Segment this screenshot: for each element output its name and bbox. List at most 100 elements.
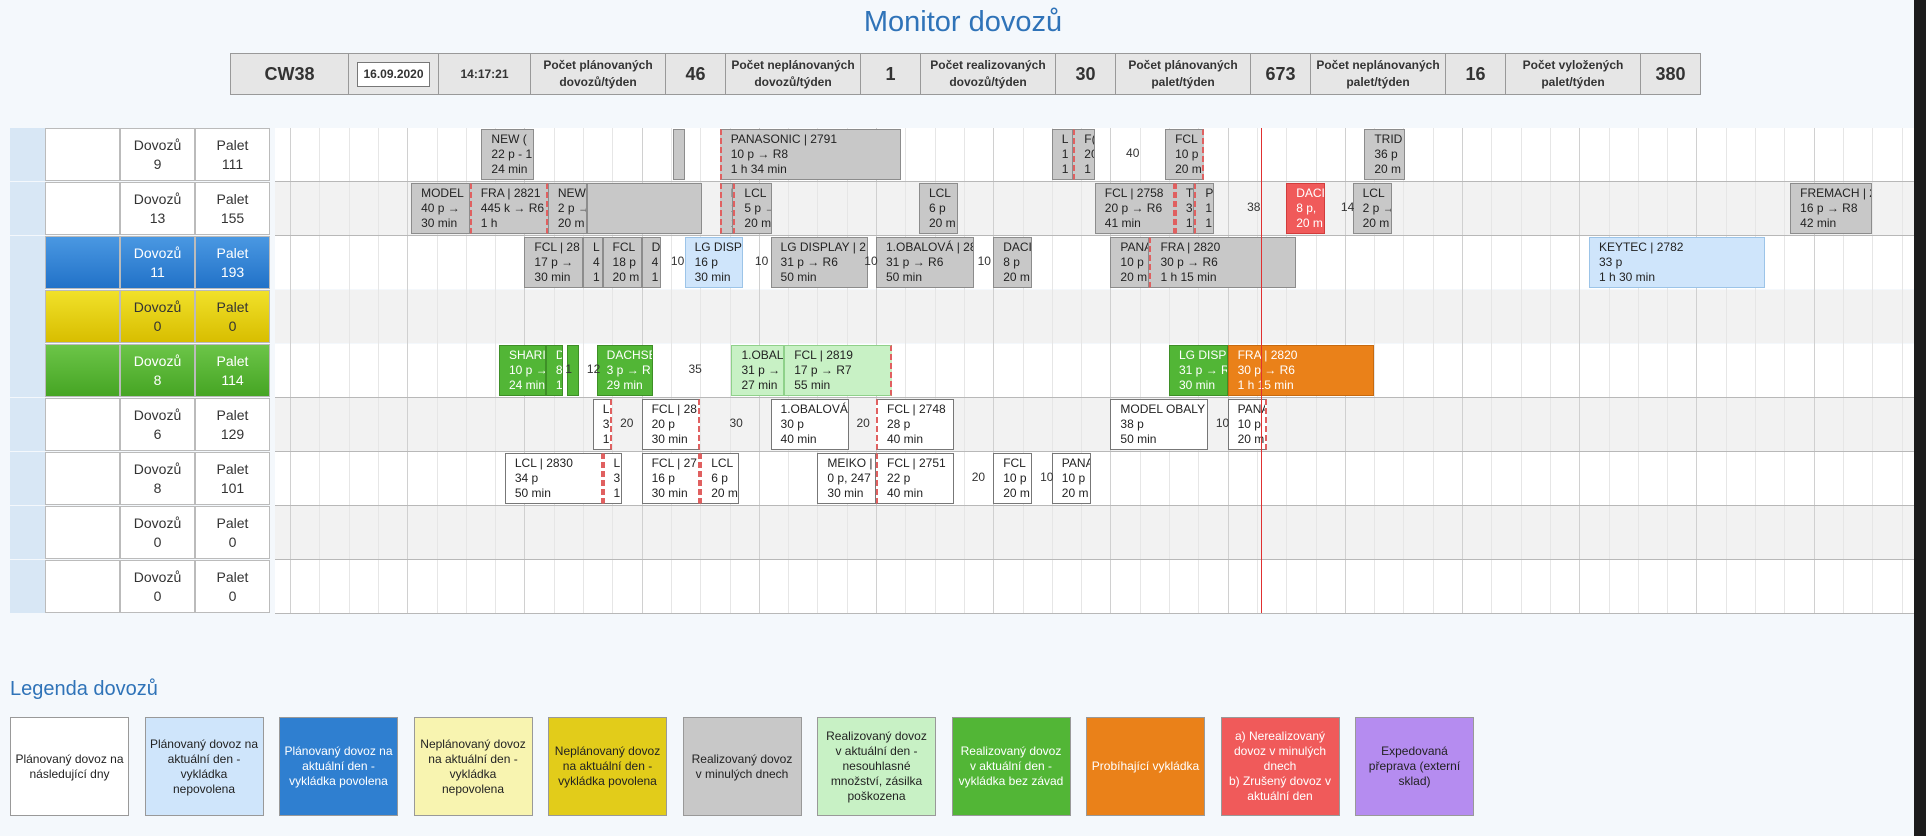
import-block[interactable]: DACI 8 p 20 m: [993, 237, 1033, 288]
import-block[interactable]: FCL | 2758 20 p → R6 41 min: [1094, 183, 1175, 234]
date-input[interactable]: 16.09.2020: [357, 61, 430, 87]
gap-minutes: 10: [1215, 416, 1230, 430]
palet-label: Palet: [216, 514, 249, 531]
block-line: 10 p: [1237, 417, 1261, 431]
import-block[interactable]: FREMACH | 2 16 p → R8 42 min: [1790, 183, 1873, 234]
import-block[interactable]: LCL 2 p → 20 m: [1352, 183, 1392, 234]
block-line: 2 p →: [1362, 201, 1392, 215]
import-block[interactable]: NEW ( 22 p - 1 24 min: [481, 129, 535, 180]
block-line: FCL | 2819: [794, 348, 853, 362]
block-line: 2 p →: [557, 201, 587, 215]
import-block[interactable]: PANA 10 p 20 m: [1110, 237, 1150, 288]
dovozu-label: Dovozů: [133, 190, 182, 207]
import-block[interactable]: FCL 18 p 20 m: [602, 237, 642, 288]
import-block[interactable]: LG DISP 31 p → R 30 min: [1169, 345, 1228, 396]
import-block[interactable]: FCL 10 p 20 m: [1165, 129, 1205, 180]
import-block[interactable]: D81: [545, 345, 564, 396]
import-block[interactable]: PANASONIC | 2791 10 p → R8 1 h 34 min: [719, 129, 902, 180]
legend-item: Plánovaný dovoz na následující dny: [10, 717, 129, 816]
import-block[interactable]: LG DISP 16 p 30 min: [684, 237, 744, 288]
legend-item: a) Nerealizovaný dovoz v minulých dnech …: [1220, 717, 1340, 816]
import-block[interactable]: 1.OBALOVÁ | 28 31 p → R6 50 min: [876, 237, 974, 288]
import-block[interactable]: FRA | 2820 30 p → R6 1 h 15 min: [1227, 345, 1375, 396]
import-block[interactable]: DACHSE 3 p → R 29 min: [596, 345, 654, 396]
day-label: [10, 236, 45, 397]
block-line: FCL | 27: [651, 456, 697, 470]
import-block[interactable]: FCL 10 p 20 m: [993, 453, 1033, 504]
import-block[interactable]: FCL | 2748 28 p 40 min: [876, 399, 955, 450]
block-line: 0 p, 247: [827, 471, 871, 485]
timeline-row: [275, 290, 1926, 343]
import-block[interactable]: NEW 2 p → 20 m: [547, 183, 587, 234]
import-block[interactable]: LCL | 2830 34 p 50 min: [504, 453, 603, 504]
import-block[interactable]: MODEL OBALY 38 p 50 min: [1110, 399, 1209, 450]
palet-label: Palet: [216, 406, 249, 423]
block-line: 29 min: [606, 378, 643, 392]
import-block[interactable]: 1.OBALOVÁ 30 p 40 min: [770, 399, 849, 450]
import-block[interactable]: DACI 8 p, 20 m: [1286, 183, 1326, 234]
block-line: 5 p →: [744, 201, 771, 215]
import-block[interactable]: FRA | 2820 30 p → R6 1 h 15 min: [1149, 237, 1296, 288]
import-block[interactable]: FCL | 2751 22 p 40 min: [876, 453, 955, 504]
day-label: [10, 560, 45, 613]
block-line: 20 p: [651, 417, 675, 431]
import-block[interactable]: FCL | 28 20 p 30 min: [641, 399, 701, 450]
palet-count: Palet 129: [195, 398, 270, 451]
import-block[interactable]: MEIKO | 0 p, 247 30 min: [817, 453, 876, 504]
palet-label: Palet: [216, 298, 249, 315]
block-line: D: [556, 348, 563, 363]
import-block[interactable]: LCL 6 p 20 m: [700, 453, 740, 504]
import-block[interactable]: F11: [719, 183, 734, 234]
quarter-gridline: [1901, 128, 1903, 613]
legend-item: Neplánovaný dovoz na aktuální den - vykl…: [413, 717, 533, 816]
import-block[interactable]: [586, 183, 703, 234]
block-line: 20 m: [1120, 270, 1148, 284]
import-block[interactable]: TRID 36 p 20 m: [1364, 129, 1406, 180]
block-line: 24 min: [509, 378, 546, 392]
import-block[interactable]: [567, 345, 580, 396]
block-line: 31 p → R6: [886, 255, 944, 269]
palet-count: Palet 111: [195, 128, 270, 181]
block-line: 20 m: [1003, 270, 1030, 284]
block-line: 20 m: [928, 216, 956, 230]
block-line: 1 h: [480, 216, 498, 230]
block-line: 50 min: [1120, 432, 1157, 446]
block-line: 20 m: [557, 216, 585, 230]
import-block[interactable]: FCL | 2819 17 p → R7 55 min: [784, 345, 892, 396]
row-type-label: [45, 236, 120, 289]
quarter-gridline: [319, 128, 321, 613]
import-block[interactable]: F(201: [1073, 129, 1095, 180]
block-line: 50 min: [886, 270, 923, 284]
quarter-gridline: [1139, 128, 1141, 613]
day-separator: [275, 451, 1926, 452]
import-block[interactable]: FCL | 27 16 p 30 min: [641, 453, 701, 504]
block-line: 20 m: [1362, 216, 1390, 230]
block-line: PANA: [1120, 240, 1150, 254]
import-block[interactable]: FCL | 28 17 p → 30 min: [524, 237, 583, 288]
scrollbar[interactable]: [1914, 0, 1926, 836]
import-block[interactable]: 1.OBAL 31 p → 27 min: [731, 345, 785, 396]
import-block[interactable]: SHARI 10 p → 24 min: [499, 345, 546, 396]
import-block[interactable]: MODEL 40 p → 30 min: [411, 183, 470, 234]
import-block[interactable]: [672, 129, 685, 180]
hour-gridline: [1462, 128, 1463, 613]
block-line: P: [1205, 186, 1214, 200]
import-block[interactable]: PANA 10 p 20 m: [1051, 453, 1091, 504]
block-line: 33 p: [1598, 255, 1623, 269]
import-block[interactable]: FRA | 2821 445 k → R6 1 h: [469, 183, 548, 234]
import-block[interactable]: LCL 6 p 20 m: [918, 183, 959, 234]
gap-minutes: 10: [670, 254, 685, 268]
import-block[interactable]: PANA 10 p 20 m: [1227, 399, 1267, 450]
gap-minutes: 20: [971, 470, 986, 484]
import-block[interactable]: LG DISPLAY | 2 31 p → R6 50 min: [770, 237, 869, 288]
block-line: 22 p - 1: [491, 147, 533, 161]
